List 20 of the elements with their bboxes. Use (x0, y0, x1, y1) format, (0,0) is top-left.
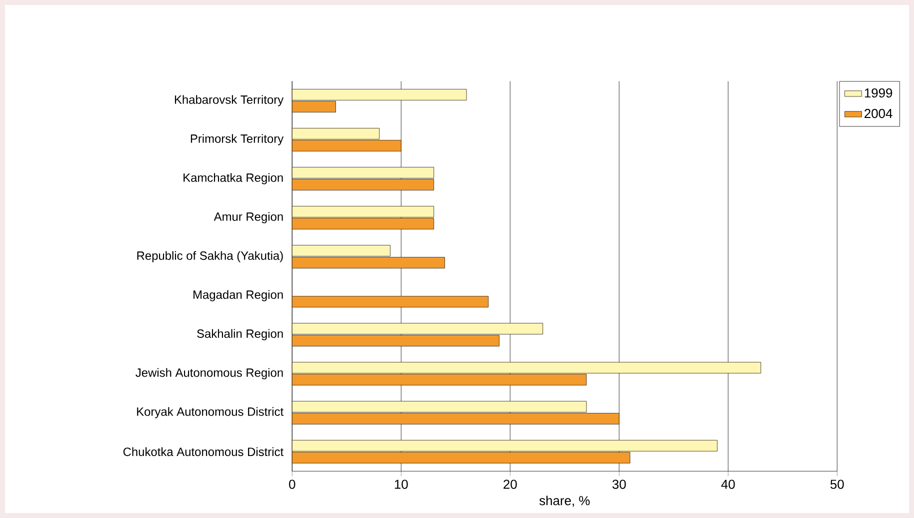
x-tick-label: 20 (504, 480, 517, 489)
y-tick-label: Kamchatka Region (184, 173, 283, 184)
x-tick-label: 0 (289, 480, 296, 489)
y-tick-label: Primorsk Territory (190, 134, 284, 146)
x-tick-label: 30 (612, 480, 626, 489)
legend-label: 1999 (864, 88, 892, 98)
x-tick-label: 50 (830, 480, 844, 489)
y-tick-label: Koryak Autonomous District (137, 407, 284, 418)
y-tick-label: Republic of Sakha (Yakutia) (137, 251, 283, 262)
y-tick-label: Chukotka Autonomous District (123, 447, 284, 456)
y-tick-label: Amur Region (214, 212, 283, 224)
y-tick-label: Khabarovsk Territory (174, 95, 284, 106)
y-tick-label: Magadan Region (194, 290, 283, 302)
x-tick-label: 40 (721, 480, 735, 489)
bar (292, 296, 489, 308)
y-tick-label: Jewish Autonomous Region (136, 368, 283, 380)
y-tick-label: Sakhalin Region (197, 329, 283, 340)
legend-label: 2004 (864, 108, 892, 118)
x-tick-label: 10 (394, 480, 408, 489)
x-axis-title: share, % (539, 496, 590, 507)
